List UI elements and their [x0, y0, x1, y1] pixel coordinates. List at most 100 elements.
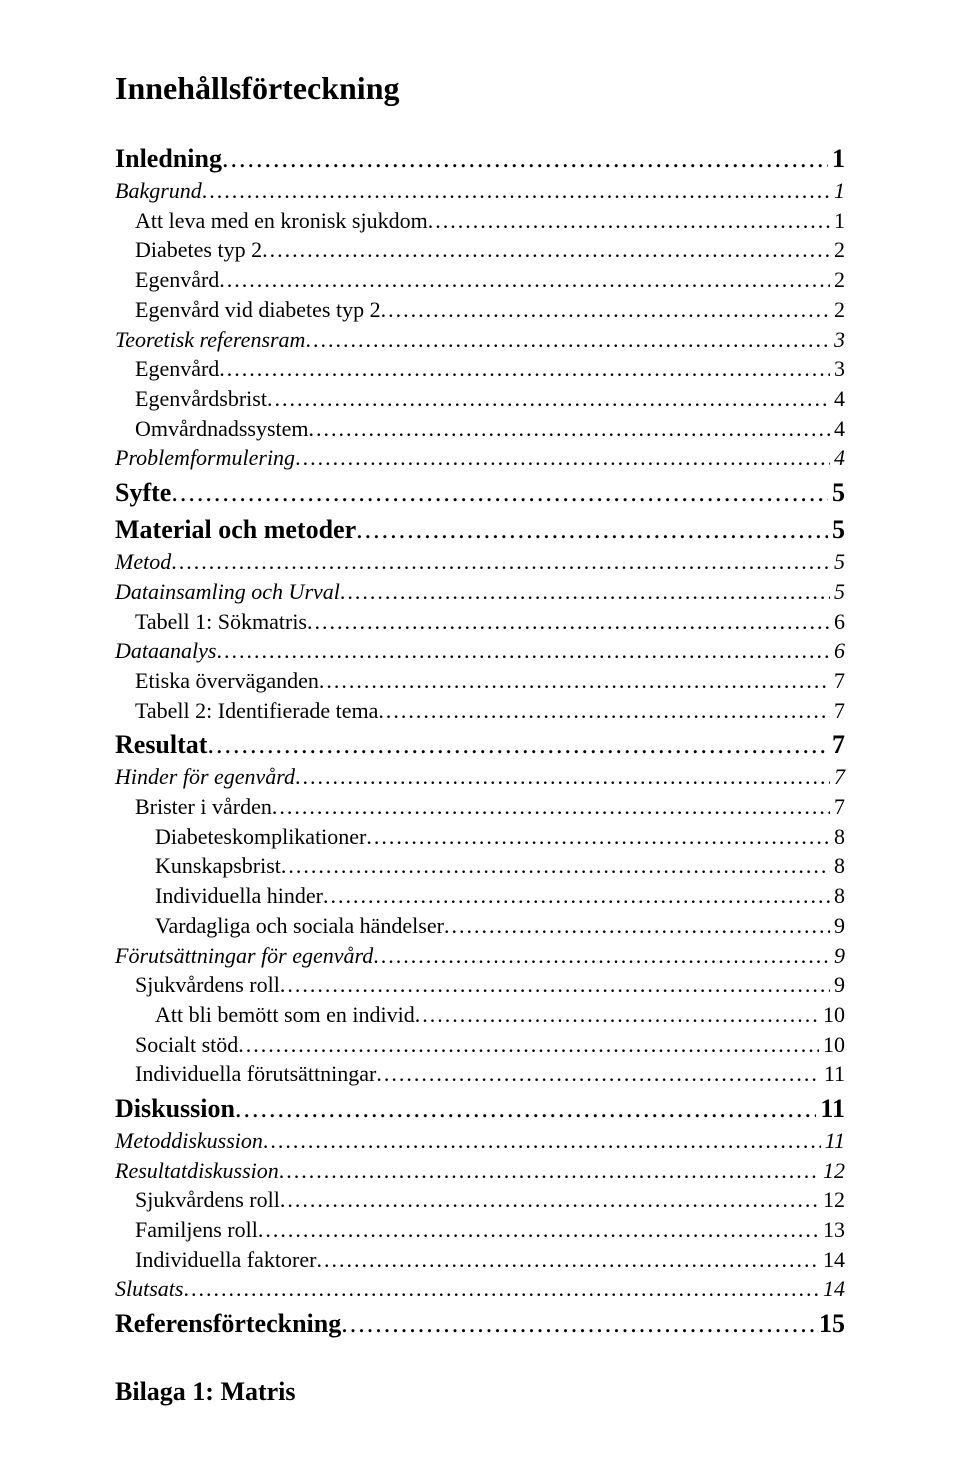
- toc-leader-dots: [216, 636, 830, 666]
- toc-entry-label: Individuella förutsättningar: [135, 1059, 376, 1089]
- toc-entry: Diabeteskomplikationer8: [115, 822, 845, 852]
- toc-leader-dots: [267, 384, 830, 414]
- toc-entry-page: 8: [830, 881, 845, 911]
- toc-entry-page: 11: [816, 1091, 845, 1126]
- toc-entry-label: Etiska överväganden: [135, 666, 319, 696]
- toc-entry-label: Teoretisk referensram: [115, 325, 305, 355]
- toc-entry: Egenvårdsbrist 4: [115, 384, 845, 414]
- toc-leader-dots: [258, 1215, 819, 1245]
- toc-leader-dots: [366, 822, 830, 852]
- toc-leader-dots: [171, 547, 830, 577]
- toc-entry-page: 9: [830, 911, 845, 941]
- toc-entry-page: 1: [830, 176, 845, 206]
- toc-entry-label: Egenvård vid diabetes typ 2: [135, 295, 381, 325]
- toc-leader-dots: [295, 762, 830, 792]
- toc-entry: Resultatdiskussion 12: [115, 1156, 845, 1186]
- toc-entry-page: 13: [819, 1215, 845, 1245]
- toc-entry-label: Hinder för egenvård: [115, 762, 295, 792]
- toc-leader-dots: [222, 141, 828, 176]
- toc-entry-label: Att leva med en kronisk sjukdom: [135, 206, 428, 236]
- toc-leader-dots: [219, 354, 830, 384]
- toc-leader-dots: [373, 941, 830, 971]
- toc-entry-page: 5: [828, 475, 845, 510]
- toc-entry-label: Syfte: [115, 475, 171, 510]
- toc-entry: Bakgrund1: [115, 176, 845, 206]
- toc-entry: Individuella hinder 8: [115, 881, 845, 911]
- toc-leader-dots: [356, 512, 828, 547]
- toc-entry-label: Diabetes typ 2: [135, 235, 262, 265]
- document-page: Innehållsförteckning Inledning1Bakgrund1…: [0, 0, 960, 1467]
- toc-leader-dots: [323, 881, 830, 911]
- toc-entry: Problemformulering4: [115, 443, 845, 473]
- toc-entry: Individuella faktorer 14: [115, 1245, 845, 1275]
- toc-entry-label: Egenvård: [135, 265, 219, 295]
- toc-entry-page: 9: [830, 970, 845, 1000]
- toc-entry-label: Diskussion: [115, 1091, 235, 1126]
- toc-leader-dots: [378, 696, 830, 726]
- toc-entry: Inledning 1: [115, 141, 845, 176]
- toc-leader-dots: [444, 911, 830, 941]
- toc-leader-dots: [171, 475, 828, 510]
- toc-entry: Egenvård 3: [115, 354, 845, 384]
- toc-entry: Sjukvårdens roll12: [115, 1185, 845, 1215]
- toc-entry: Förutsättningar för egenvård9: [115, 941, 845, 971]
- toc-entry: Slutsats14: [115, 1274, 845, 1304]
- toc-entry-page: 5: [830, 547, 845, 577]
- toc-list: Inledning 1Bakgrund1Att leva med en kroni…: [115, 141, 845, 1341]
- toc-entry: Referensförteckning15: [115, 1306, 845, 1341]
- toc-entry-page: 5: [828, 512, 845, 547]
- toc-entry-label: Individuella hinder: [155, 881, 323, 911]
- toc-entry-label: Dataanalys: [115, 636, 216, 666]
- toc-entry-page: 15: [815, 1306, 845, 1341]
- toc-entry-page: 7: [830, 762, 845, 792]
- toc-leader-dots: [428, 206, 830, 236]
- toc-entry-page: 7: [828, 727, 845, 762]
- toc-entry-label: Resultat: [115, 727, 207, 762]
- toc-entry-page: 8: [830, 822, 845, 852]
- toc-entry: Dataanalys6: [115, 636, 845, 666]
- toc-entry-page: 14: [819, 1245, 845, 1275]
- toc-entry-label: Material och metoder: [115, 512, 356, 547]
- toc-entry-label: Vardagliga och sociala händelser: [155, 911, 444, 941]
- toc-entry-label: Tabell 1: Sökmatris: [135, 607, 307, 637]
- toc-entry-page: 7: [830, 792, 845, 822]
- toc-entry: Brister i vården7: [115, 792, 845, 822]
- toc-entry: Socialt stöd10: [115, 1030, 845, 1060]
- toc-leader-dots: [263, 1126, 821, 1156]
- toc-entry-page: 3: [830, 354, 845, 384]
- toc-entry-label: Inledning: [115, 141, 222, 176]
- toc-entry-label: Egenvård: [135, 354, 219, 384]
- toc-entry-page: 1: [828, 141, 845, 176]
- toc-entry-page: 7: [830, 666, 845, 696]
- toc-entry-page: 3: [830, 325, 845, 355]
- toc-entry-page: 11: [820, 1059, 845, 1089]
- toc-leader-dots: [307, 607, 830, 637]
- toc-entry-page: 4: [830, 384, 845, 414]
- toc-entry: Material och metoder 5: [115, 512, 845, 547]
- toc-entry: Syfte 5: [115, 475, 845, 510]
- toc-entry-label: Datainsamling och Urval: [115, 577, 340, 607]
- toc-entry-page: 11: [821, 1126, 845, 1156]
- toc-entry-label: Individuella faktorer: [135, 1245, 316, 1275]
- toc-entry: Etiska överväganden 7: [115, 666, 845, 696]
- toc-leader-dots: [316, 1245, 819, 1275]
- toc-entry: Resultat 7: [115, 727, 845, 762]
- toc-leader-dots: [272, 792, 830, 822]
- toc-leader-dots: [279, 1156, 819, 1186]
- toc-entry-label: Slutsats: [115, 1274, 183, 1304]
- toc-entry-label: Egenvårdsbrist: [135, 384, 267, 414]
- toc-leader-dots: [341, 1306, 815, 1341]
- toc-leader-dots: [376, 1059, 819, 1089]
- toc-entry: Metoddiskussion11: [115, 1126, 845, 1156]
- toc-entry-page: 6: [830, 607, 845, 637]
- toc-entry-label: Resultatdiskussion: [115, 1156, 279, 1186]
- toc-entry-page: 10: [819, 1000, 845, 1030]
- toc-entry-label: Sjukvårdens roll: [135, 1185, 280, 1215]
- toc-leader-dots: [340, 577, 830, 607]
- toc-entry-page: 12: [819, 1156, 845, 1186]
- toc-entry-page: 2: [830, 235, 845, 265]
- toc-entry-label: Tabell 2: Identifierade tema: [135, 696, 378, 726]
- toc-entry: Individuella förutsättningar 11: [115, 1059, 845, 1089]
- toc-entry: Diskussion 11: [115, 1091, 845, 1126]
- toc-entry-label: Kunskapsbrist: [155, 851, 281, 881]
